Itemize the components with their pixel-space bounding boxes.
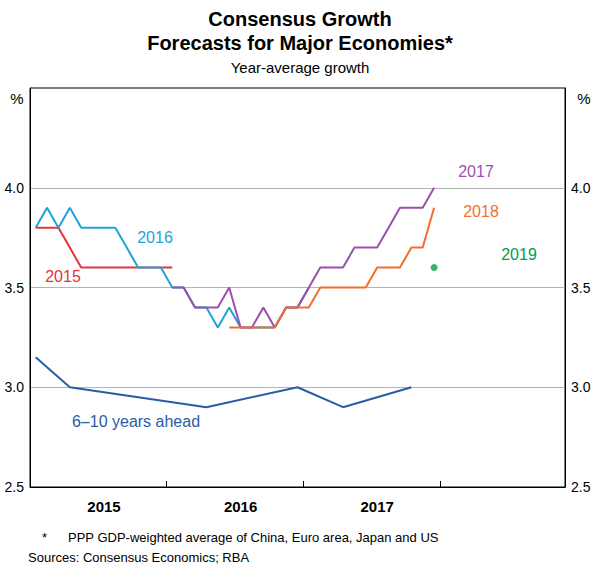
svg-text:PPP GDP-weighted average of Ch: PPP GDP-weighted average of China, Euro … xyxy=(68,530,439,545)
svg-text:2015: 2015 xyxy=(45,268,81,285)
svg-text:3.0: 3.0 xyxy=(5,379,25,395)
svg-text:2017: 2017 xyxy=(360,498,393,515)
svg-text:2017: 2017 xyxy=(458,163,494,180)
svg-text:%: % xyxy=(577,90,590,107)
svg-text:Forecasts for Major Economies*: Forecasts for Major Economies* xyxy=(147,32,453,54)
svg-text:3.5: 3.5 xyxy=(5,280,25,296)
svg-text:4.0: 4.0 xyxy=(5,180,25,196)
svg-text:3.0: 3.0 xyxy=(571,379,591,395)
svg-text:6–10 years ahead: 6–10 years ahead xyxy=(72,413,200,430)
svg-text:Year-average growth: Year-average growth xyxy=(231,59,370,76)
svg-text:2016: 2016 xyxy=(224,498,257,515)
svg-text:2019: 2019 xyxy=(501,246,537,263)
svg-text:2.5: 2.5 xyxy=(571,479,591,495)
svg-text:%: % xyxy=(10,90,23,107)
svg-text:4.0: 4.0 xyxy=(571,180,591,196)
svg-text:2015: 2015 xyxy=(87,498,120,515)
svg-text:2016: 2016 xyxy=(137,229,173,246)
svg-text:2.5: 2.5 xyxy=(5,479,25,495)
svg-text:*: * xyxy=(42,530,47,545)
svg-text:Consensus Growth: Consensus Growth xyxy=(208,8,391,30)
svg-text:3.5: 3.5 xyxy=(571,280,591,296)
svg-text:Sources: Consensus Economics;: Sources: Consensus Economics; RBA xyxy=(28,550,249,565)
svg-text:2018: 2018 xyxy=(463,203,499,220)
